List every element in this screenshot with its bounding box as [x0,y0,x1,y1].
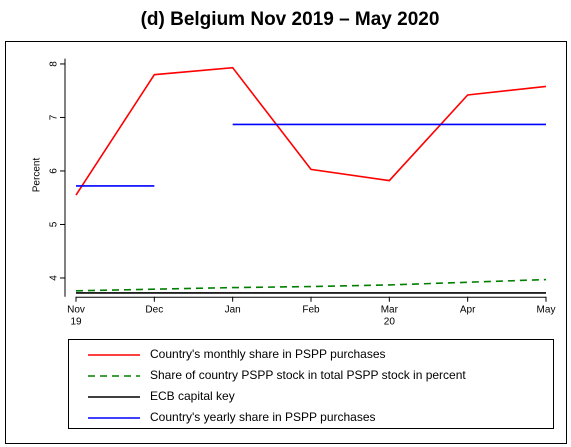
x-tick-label: Feb [302,304,320,315]
x-tick-year: 20 [384,316,396,327]
x-tick-label: Nov [67,304,85,315]
y-tick-label: 7 [49,114,60,120]
x-tick-label: Apr [460,304,476,315]
x-tick-label: Mar [381,304,399,315]
x-tick-year: 19 [70,316,82,327]
series-line [75,278,547,292]
x-tick-label: Jan [225,304,241,315]
y-tick-label: 6 [49,168,60,174]
legend-label: Share of country PSPP stock in total PSP… [150,368,466,382]
legend-box [68,339,554,429]
chart-title: (d) Belgium Nov 2019 – May 2020 [141,9,440,30]
legend-label: Country's yearly share in PSPP purchases [150,410,376,424]
y-tick-label: 4 [49,275,60,281]
y-axis-label: Percent [32,158,43,193]
legend-label: Country's monthly share in PSPP purchase… [150,347,386,361]
x-tick-label: May [537,304,556,315]
y-tick-label: 5 [49,221,60,227]
legend-label: ECB capital key [150,389,235,403]
y-tick-label: 8 [49,61,60,67]
series-line [75,66,547,196]
x-tick-label: Dec [145,304,163,315]
chart-frame [5,41,567,444]
